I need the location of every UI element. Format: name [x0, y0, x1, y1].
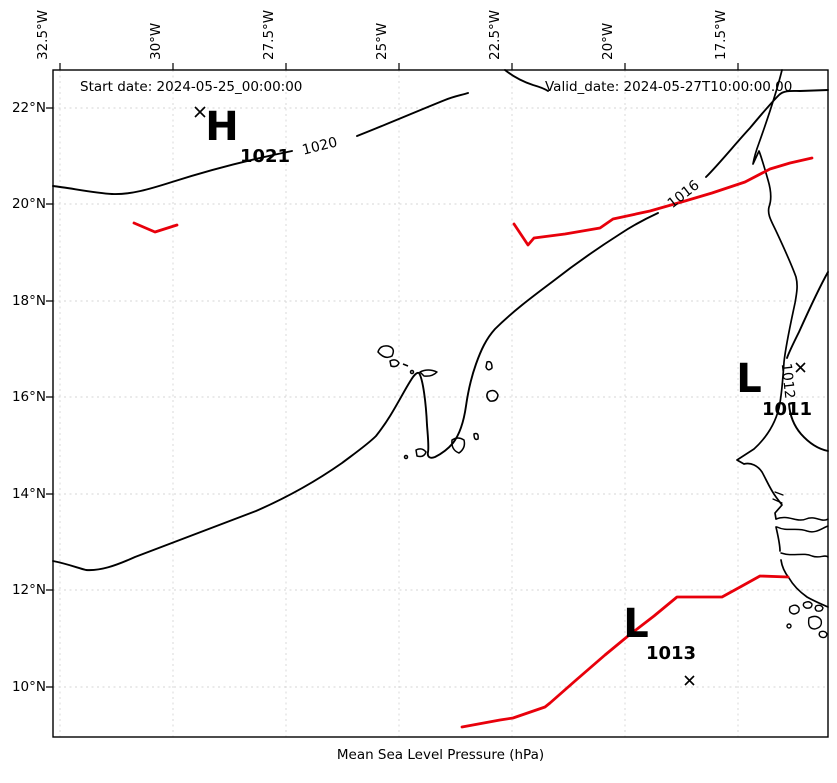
- lat-tick-label-10n: 10°N: [11, 679, 46, 695]
- isobar-label-1012: 1012: [777, 362, 798, 400]
- lon-tick-label-30w: 30°W: [147, 22, 164, 60]
- center-x-markers: [194, 106, 806, 686]
- low-south-symbol: L: [623, 601, 649, 647]
- lon-tick-label-27-5w: 27.5°W: [260, 9, 277, 60]
- valid-date-text: Valid_date: 2024-05-27T10:00:00.00: [545, 79, 793, 95]
- isobar-1020-path: [52, 92, 469, 196]
- lon-tick-label-22-5w: 22.5°W: [486, 9, 503, 60]
- lon-tick-label-20w: 20°W: [599, 22, 616, 60]
- low-coast-pressure-value: 1011: [761, 399, 813, 420]
- map-frame: [52, 69, 829, 738]
- high-symbol: H: [205, 104, 239, 150]
- low-coast-symbol: L: [736, 356, 762, 402]
- bijagos-islets: [786, 601, 828, 639]
- isobar-1012-path: [786, 271, 829, 452]
- lat-tick-label-16n: 16°N: [11, 389, 46, 405]
- isobar-1016-path: [52, 89, 829, 572]
- high-center-x-marker: [194, 106, 206, 118]
- lon-tick-label-17-5w: 17.5°W: [712, 9, 729, 60]
- red-line-north: [512, 156, 814, 247]
- high-pressure-value: 1021: [239, 146, 291, 167]
- figure-caption: Mean Sea Level Pressure (hPa): [336, 747, 545, 763]
- lat-tick-label-20n: 20°N: [11, 196, 46, 212]
- low-south-center-x-marker: [684, 675, 695, 686]
- red-front-lines: [132, 156, 814, 729]
- lat-tick-label-12n: 12°N: [11, 582, 46, 598]
- red-line-west-segment: [132, 221, 179, 234]
- isobar-fragment-path: [504, 69, 549, 92]
- lat-tick-label-18n: 18°N: [11, 293, 46, 309]
- lat-tick-label-14n: 14°N: [11, 486, 46, 502]
- start-date-text: Start date: 2024-05-25_00:00:00: [80, 79, 303, 95]
- lat-tick-label-22n: 22°N: [11, 100, 46, 116]
- axis-ticks: [46, 63, 739, 688]
- low-coast-center-x-marker: [795, 362, 806, 373]
- red-line-south: [460, 574, 790, 729]
- lon-tick-label-25w: 25°W: [373, 22, 390, 60]
- low-south-pressure-value: 1013: [645, 643, 697, 664]
- coastline-path: [736, 69, 829, 608]
- lon-tick-label-32-5w: 32.5°W: [34, 9, 51, 60]
- cape-verde-islands: [377, 345, 499, 460]
